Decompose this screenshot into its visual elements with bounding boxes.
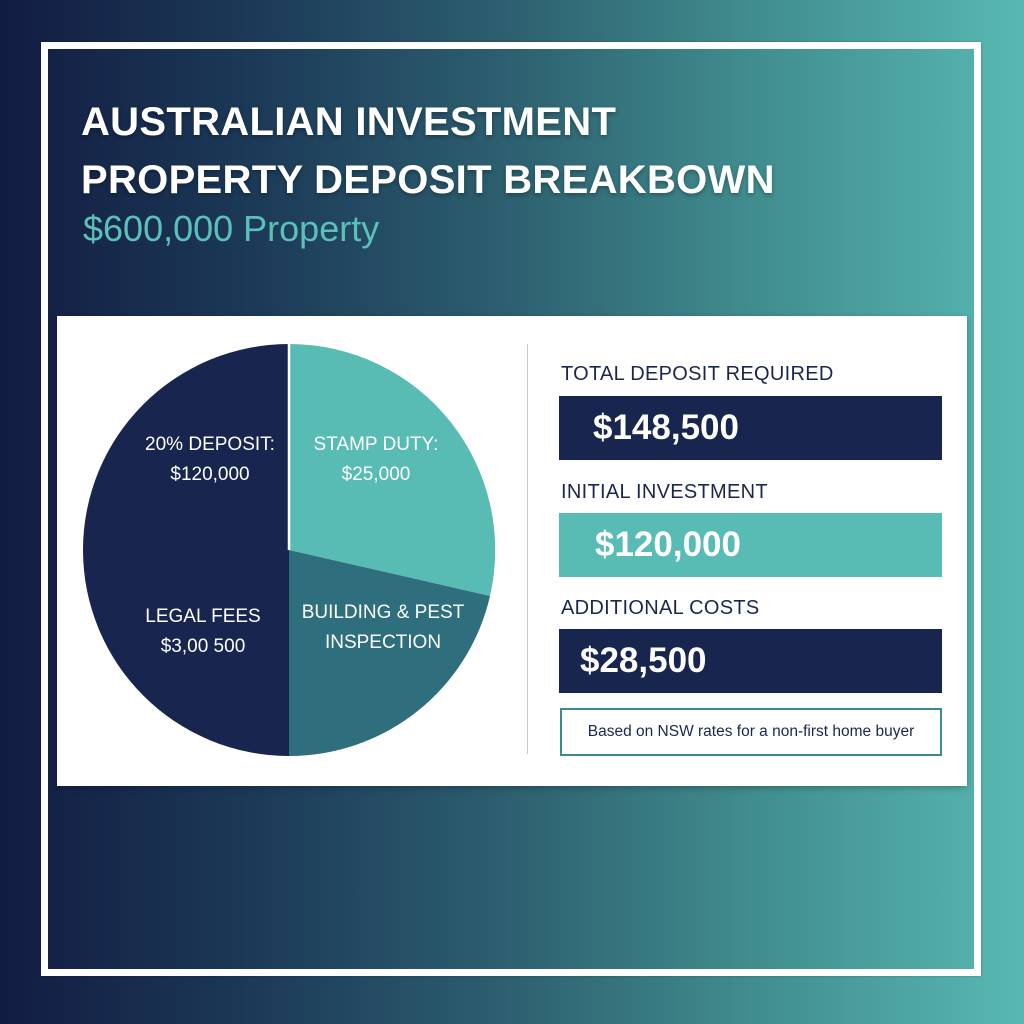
pie-label-legal-fees-title: LEGAL FEES	[145, 606, 261, 627]
pie-label-stamp-duty-value: $25,000	[341, 464, 411, 485]
property-price-subtitle: $600,000 Property	[83, 208, 380, 249]
total-deposit-value-box: $148,500	[559, 396, 942, 460]
pie-label-building-pest: BUILDING & PEST INSPECTION	[289, 598, 477, 658]
pie-label-building-pest-value: INSPECTION	[324, 632, 442, 653]
pie-label-legal-fees: LEGAL FEES $3,00 500	[128, 602, 278, 662]
pie-label-building-pest-title: BUILDING & PEST	[301, 602, 465, 623]
decorative-frame	[41, 42, 981, 976]
additional-costs-value-box: $28,500	[559, 629, 942, 693]
pie-chart: 20% DEPOSIT: $120,000 STAMP DUTY: $25,00…	[83, 344, 495, 756]
rates-note: Based on NSW rates for a non-first home …	[560, 708, 942, 756]
pie-chart-graphic	[83, 344, 495, 756]
initial-investment-label: INITIAL INVESTMENT	[561, 481, 768, 503]
total-deposit-label: TOTAL DEPOSIT REQUIRED	[561, 363, 834, 385]
initial-investment-value-box: $120,000	[559, 513, 942, 577]
title-line-2: PROPERTY DEPOSIT BREAKBOWN	[81, 158, 775, 202]
pie-slice-building-pest	[289, 550, 490, 756]
total-deposit-value: $148,500	[593, 408, 739, 447]
additional-costs-label: ADDITIONAL COSTS	[561, 597, 760, 619]
pie-slice-stamp-duty	[289, 344, 495, 596]
pie-label-stamp-duty-title: STAMP DUTY:	[313, 434, 439, 455]
pie-label-stamp-duty: STAMP DUTY: $25,000	[301, 430, 451, 490]
pie-label-deposit-value: $120,000	[170, 464, 250, 485]
pie-label-deposit-title: 20% DEPOSIT:	[145, 434, 275, 455]
initial-investment-value: $120,000	[595, 525, 741, 564]
additional-costs-value: $28,500	[580, 641, 707, 680]
page-title: AUSTRALIAN INVESTMENT PROPERTY DEPOSIT B…	[81, 93, 775, 209]
pie-slice-deposit-legal	[83, 344, 289, 756]
pie-label-deposit: 20% DEPOSIT: $120,000	[135, 430, 285, 490]
breakdown-panel: 20% DEPOSIT: $120,000 STAMP DUTY: $25,00…	[57, 316, 967, 786]
pie-label-legal-fees-value: $3,00 500	[160, 636, 246, 657]
title-line-1: AUSTRALIAN INVESTMENT	[81, 100, 617, 144]
vertical-divider	[527, 344, 528, 754]
